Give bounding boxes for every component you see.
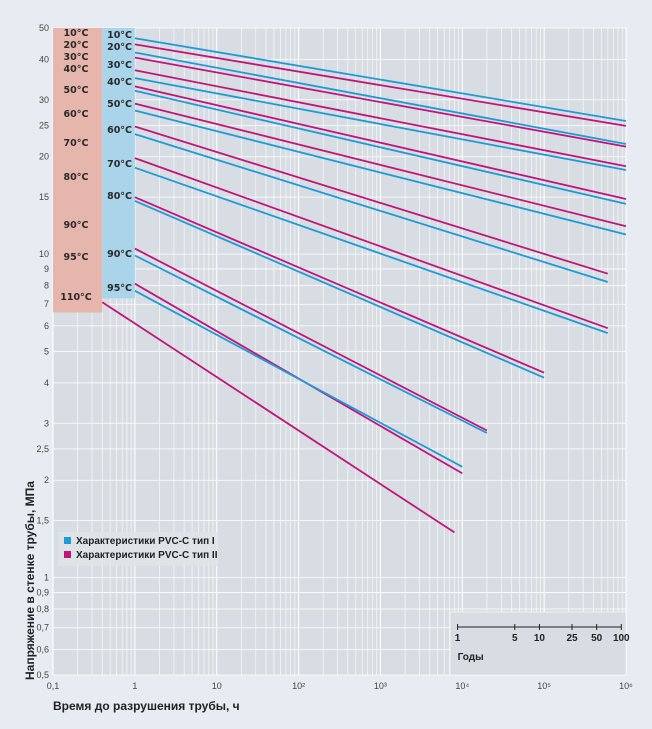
years-label: Годы (458, 652, 484, 663)
axis-ticks: 0,1 1 10 10² 10³ 10⁴ 10⁵ 10⁶5040302520151098765… (36, 23, 633, 691)
series-line-typeII-60c (134, 125, 609, 275)
y-tick-label: 0,6 (36, 644, 49, 654)
series-line-typeII-70c (134, 157, 609, 330)
x-tick-label: 10⁴ (455, 681, 469, 691)
temperature-panels: 10°C20°C30°C40°C50°C60°C70°C80°C90°C95°C… (53, 28, 135, 313)
temperature-label-type1: 95°C (107, 283, 132, 294)
y-tick-label: 0,5 (36, 670, 49, 680)
series-line-typeI-40c (134, 89, 627, 205)
y-tick-label: 15 (39, 192, 49, 202)
temperature-label-type2: 90°C (64, 220, 89, 231)
series-line-typeI-90c (134, 254, 488, 434)
legend-swatch (64, 551, 71, 558)
temperature-label-type1: 60°C (107, 125, 132, 136)
temperature-label-type2: 20°C (64, 40, 89, 51)
y-tick-label: 2,5 (36, 444, 49, 454)
y-tick-label: 20 (39, 152, 49, 162)
y-tick-label: 0,9 (36, 587, 49, 597)
years-tick-label: 1 (455, 633, 461, 644)
temperature-label-type1: 90°C (107, 249, 132, 260)
x-tick-label: 10⁶ (619, 681, 633, 691)
series-line-typeI-80c (134, 200, 545, 379)
years-tick-label: 50 (591, 633, 603, 644)
temperature-label-type1: 50°C (107, 99, 132, 110)
series-line-typeII-90c (134, 247, 488, 432)
series-line-typeI-95c (134, 290, 463, 468)
years-tick-label: 10 (534, 633, 546, 644)
x-tick-label: 10⁵ (537, 681, 551, 691)
temperature-label-type2: 70°C (64, 138, 89, 149)
temperature-label-type2: 110°C (60, 292, 92, 303)
series-line-typeI-10c (134, 37, 627, 122)
y-tick-label: 30 (39, 95, 49, 105)
legend-label: Характеристики PVC-C тип II (76, 550, 218, 561)
temperature-label-type2: 95°C (64, 252, 89, 263)
years-tick-label: 100 (613, 633, 630, 644)
y-tick-label: 10 (39, 249, 49, 259)
temperature-label-type1: 80°C (107, 191, 132, 202)
series-line-typeI-70c (134, 166, 609, 334)
y-tick-label: 5 (44, 347, 49, 357)
series-line-typeI-60c (134, 133, 609, 283)
grid (52, 27, 627, 676)
y-tick-label: 7 (44, 299, 49, 309)
y-tick-label: 9 (44, 264, 49, 274)
y-tick-label: 3 (44, 418, 49, 428)
y-tick-label: 1,5 (36, 516, 49, 526)
temperature-label-type1: 40°C (107, 77, 132, 88)
legend: Характеристики PVC-C тип I Характеристики… (58, 532, 218, 566)
type2-temperature-panel (53, 28, 103, 313)
series-line-typeI-50c (134, 109, 627, 236)
y-tick-label: 6 (44, 321, 49, 331)
temperature-label-type2: 10°C (64, 28, 89, 39)
years-tick-label: 5 (512, 633, 518, 644)
x-tick-label: 10 (212, 681, 222, 691)
y-tick-label: 40 (39, 54, 49, 64)
temperature-label-type2: 50°C (64, 85, 89, 96)
temperature-label-type1: 10°C (107, 30, 132, 41)
series-line-typeI-30c (134, 77, 627, 171)
y-tick-label: 25 (39, 120, 49, 130)
series-line-typeII-30c (134, 69, 627, 168)
series-line-typeI-20c (134, 51, 627, 145)
y-tick-label: 2 (44, 475, 49, 485)
series-line-typeII-80c (134, 196, 545, 374)
x-tick-label: 10³ (374, 681, 387, 691)
x-tick-label: 10² (292, 681, 305, 691)
type1-temperature-panel (102, 28, 135, 299)
y-tick-label: 0,7 (36, 623, 49, 633)
series-line-typeII-110c (101, 301, 455, 534)
y-tick-label: 1 (44, 573, 49, 583)
years-tick-label: 25 (566, 633, 578, 644)
years-scale-box (450, 612, 626, 675)
temperature-label-type1: 20°C (107, 42, 132, 53)
series-line-typeII-50c (134, 102, 627, 228)
y-tick-label: 0,8 (36, 604, 49, 614)
years-scale: 1 5 10 25 50 100 Годы (449, 611, 630, 676)
series-lines (101, 37, 627, 534)
y-axis-title: Напряжение в стенке трубы, МПа (23, 481, 37, 680)
series-line-typeII-20c (134, 56, 627, 148)
x-axis-title: Время до разрушения трубы, ч (53, 699, 240, 713)
legend-label: Характеристики PVC-C тип I (76, 536, 215, 547)
temperature-label-type1: 30°C (107, 60, 132, 71)
years-scale-frame (449, 611, 627, 676)
legend-box (58, 532, 218, 566)
y-tick-label: 50 (39, 23, 49, 33)
x-tick-label: 0,1 (47, 681, 60, 691)
temperature-label-type2: 80°C (64, 172, 89, 183)
y-tick-label: 8 (44, 280, 49, 290)
x-tick-label: 1 (132, 681, 137, 691)
temperature-label-type2: 30°C (64, 52, 89, 63)
temperature-label-type1: 70°C (107, 159, 132, 170)
series-line-typeII-10c (134, 43, 627, 127)
y-tick-label: 4 (44, 378, 49, 388)
series-line-typeII-40c (134, 85, 627, 200)
legend-swatch (64, 537, 71, 544)
temperature-label-type2: 40°C (64, 64, 89, 75)
temperature-label-type2: 60°C (64, 109, 89, 120)
